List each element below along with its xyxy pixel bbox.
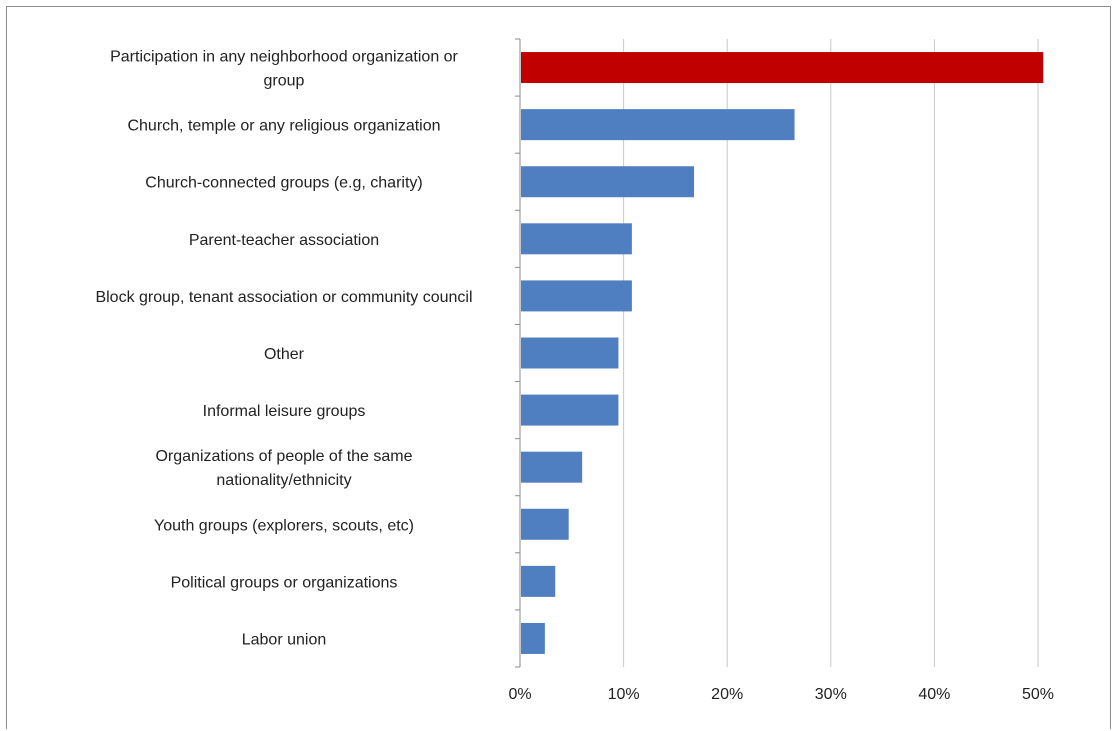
x-tick-label: 20%	[711, 686, 743, 703]
category-label-line: Other	[264, 346, 305, 363]
category-label: Other	[264, 346, 305, 363]
category-label: Informal leisure groups	[203, 403, 366, 420]
category-label: Church-connected groups (e.g, charity)	[145, 175, 422, 192]
category-label-line: Participation in any neighborhood organi…	[110, 49, 458, 66]
category-label-line: nationality/ethnicity	[216, 472, 351, 489]
category-label: Block group, tenant association or commu…	[95, 289, 472, 306]
category-label-line: Political groups or organizations	[171, 574, 398, 591]
bar	[521, 394, 619, 426]
category-labels: Participation in any neighborhood organi…	[95, 49, 472, 649]
bar	[521, 337, 619, 369]
category-label-line: Organizations of people of the same	[155, 448, 412, 465]
category-label: Church, temple or any religious organiza…	[127, 118, 440, 135]
category-label: Organizations of people of the same natio…	[155, 448, 412, 489]
x-tick-label: 40%	[918, 686, 950, 703]
x-tick-label: 0%	[508, 686, 531, 703]
category-label-line: group	[264, 73, 305, 90]
category-label-line: Youth groups (explorers, scouts, etc)	[154, 517, 414, 534]
bar	[521, 280, 632, 312]
x-tick-label: 30%	[815, 686, 847, 703]
x-tick-label: 10%	[608, 686, 640, 703]
category-label-line: Informal leisure groups	[203, 403, 366, 420]
category-label: Participation in any neighborhood organi…	[110, 49, 458, 90]
category-label-line: Parent-teacher association	[189, 232, 379, 249]
bar	[521, 565, 556, 597]
category-label: Labor union	[242, 631, 327, 648]
category-label-line: Block group, tenant association or commu…	[95, 289, 472, 306]
bar	[521, 622, 545, 654]
x-tick-label: 50%	[1022, 686, 1054, 703]
bar	[521, 223, 632, 255]
bars	[521, 52, 1044, 654]
category-label: Parent-teacher association	[189, 232, 379, 249]
grid-lines	[623, 39, 1039, 667]
chart-frame: Participation in any neighborhood organi…	[6, 6, 1111, 729]
bar	[521, 52, 1044, 84]
bar	[521, 508, 569, 540]
category-label-line: Labor union	[242, 631, 327, 648]
bar-chart: Participation in any neighborhood organi…	[95, 38, 1054, 703]
bar	[521, 451, 583, 483]
bar	[521, 166, 695, 198]
category-label-line: Church, temple or any religious organiza…	[127, 118, 440, 135]
category-label-line: Church-connected groups (e.g, charity)	[145, 175, 422, 192]
axes	[515, 38, 521, 668]
bar	[521, 109, 795, 141]
category-label: Political groups or organizations	[171, 574, 398, 591]
category-label: Youth groups (explorers, scouts, etc)	[154, 517, 414, 534]
x-tick-labels: 0% 10% 20% 30% 40% 50%	[508, 686, 1054, 703]
